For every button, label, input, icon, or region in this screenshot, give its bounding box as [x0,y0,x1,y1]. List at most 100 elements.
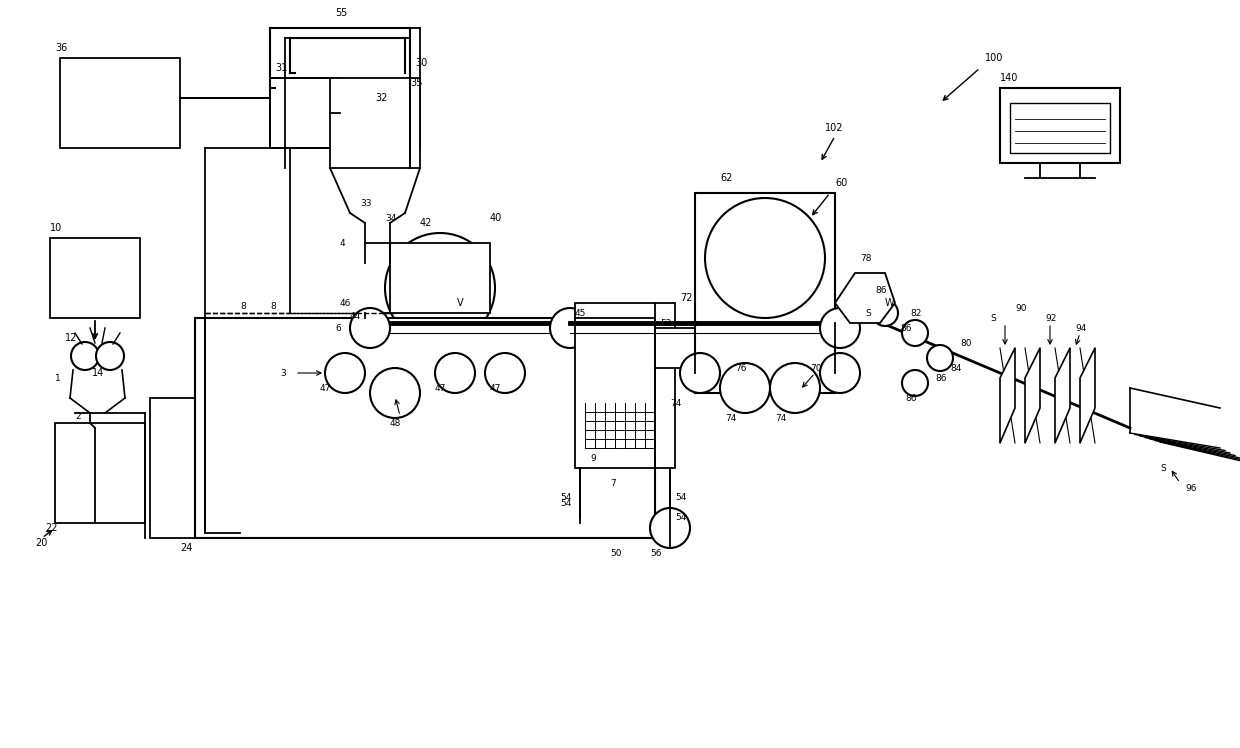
Text: 35: 35 [410,78,423,88]
Text: 7: 7 [610,479,616,488]
Circle shape [706,198,825,318]
Bar [330,78,420,168]
Text: 86: 86 [900,323,911,333]
Text: 52: 52 [660,319,671,328]
Text: 12: 12 [64,333,77,343]
Text: 3: 3 [280,369,285,378]
Circle shape [872,300,898,326]
Polygon shape [1025,348,1040,443]
Text: 76: 76 [735,364,746,373]
Text: 74: 74 [670,399,681,408]
Circle shape [901,320,928,346]
Text: 50: 50 [610,548,621,557]
Text: 102: 102 [825,123,843,133]
Text: 32: 32 [374,93,387,103]
Text: S: S [990,313,996,322]
Bar [391,243,490,313]
Text: 5: 5 [335,8,341,18]
Text: 54: 54 [560,498,572,507]
Bar [655,328,706,368]
Text: 54: 54 [675,513,687,523]
Circle shape [370,368,420,418]
Text: 74: 74 [775,414,786,423]
Circle shape [650,508,689,548]
Circle shape [350,308,391,348]
Text: 14: 14 [92,368,104,378]
Circle shape [551,308,590,348]
Circle shape [680,353,720,393]
Text: 94: 94 [1075,323,1086,333]
Circle shape [820,308,861,348]
Circle shape [820,353,861,393]
Text: S: S [866,308,870,317]
Circle shape [720,363,770,413]
Text: 8: 8 [241,301,246,310]
Text: 20: 20 [35,538,47,548]
Text: 33: 33 [360,198,372,207]
Text: S: S [1159,464,1166,473]
Polygon shape [1055,348,1070,443]
Text: 4: 4 [340,239,346,248]
Text: 30: 30 [415,58,428,68]
Text: 86: 86 [935,373,946,382]
Text: 80: 80 [960,339,971,348]
Circle shape [71,342,99,370]
Text: 72: 72 [680,293,692,303]
Bar [150,398,241,538]
Circle shape [95,342,124,370]
Text: 54: 54 [675,494,687,503]
Circle shape [770,363,820,413]
Circle shape [435,353,475,393]
Text: 9: 9 [590,453,595,462]
Text: 140: 140 [999,73,1018,83]
Text: 24: 24 [180,543,192,553]
Circle shape [325,353,365,393]
Text: 84: 84 [950,364,961,373]
Circle shape [928,345,954,371]
Text: 56: 56 [650,548,661,557]
Text: 45: 45 [575,308,587,317]
Text: 36: 36 [55,43,67,53]
Bar [999,88,1120,163]
Text: V: V [456,298,464,308]
Text: 96: 96 [1185,483,1197,492]
Bar [195,318,655,538]
Text: 48: 48 [391,418,402,428]
Text: 60: 60 [835,178,847,188]
Circle shape [485,353,525,393]
Text: 46: 46 [340,298,351,307]
Text: 86: 86 [875,286,887,295]
Text: 47: 47 [320,384,331,393]
Text: 74: 74 [725,414,737,423]
Text: 8: 8 [270,301,275,310]
Polygon shape [835,273,895,323]
Text: 22: 22 [45,523,57,533]
Bar [270,78,340,148]
Circle shape [384,233,495,343]
Text: 44: 44 [350,311,361,320]
Bar [60,58,180,148]
Text: 70: 70 [810,364,821,373]
Text: 34: 34 [384,213,397,222]
Text: 40: 40 [490,213,502,223]
Bar [55,423,145,523]
Text: 6: 6 [335,323,341,333]
Text: 78: 78 [861,254,872,263]
Polygon shape [1080,348,1095,443]
Text: W: W [885,298,894,308]
Text: 5: 5 [340,8,346,18]
Bar [575,303,675,468]
Text: 86: 86 [905,393,916,402]
Text: 100: 100 [985,53,1003,63]
Bar [1011,103,1110,153]
Polygon shape [999,348,1016,443]
Text: 47: 47 [490,384,501,393]
Circle shape [901,370,928,396]
Text: 42: 42 [420,218,433,228]
Text: 92: 92 [1045,313,1056,322]
Text: 31: 31 [275,63,288,73]
Text: 47: 47 [435,384,446,393]
Text: 10: 10 [50,223,62,233]
Text: 54: 54 [560,494,572,503]
Text: 1: 1 [55,373,61,382]
